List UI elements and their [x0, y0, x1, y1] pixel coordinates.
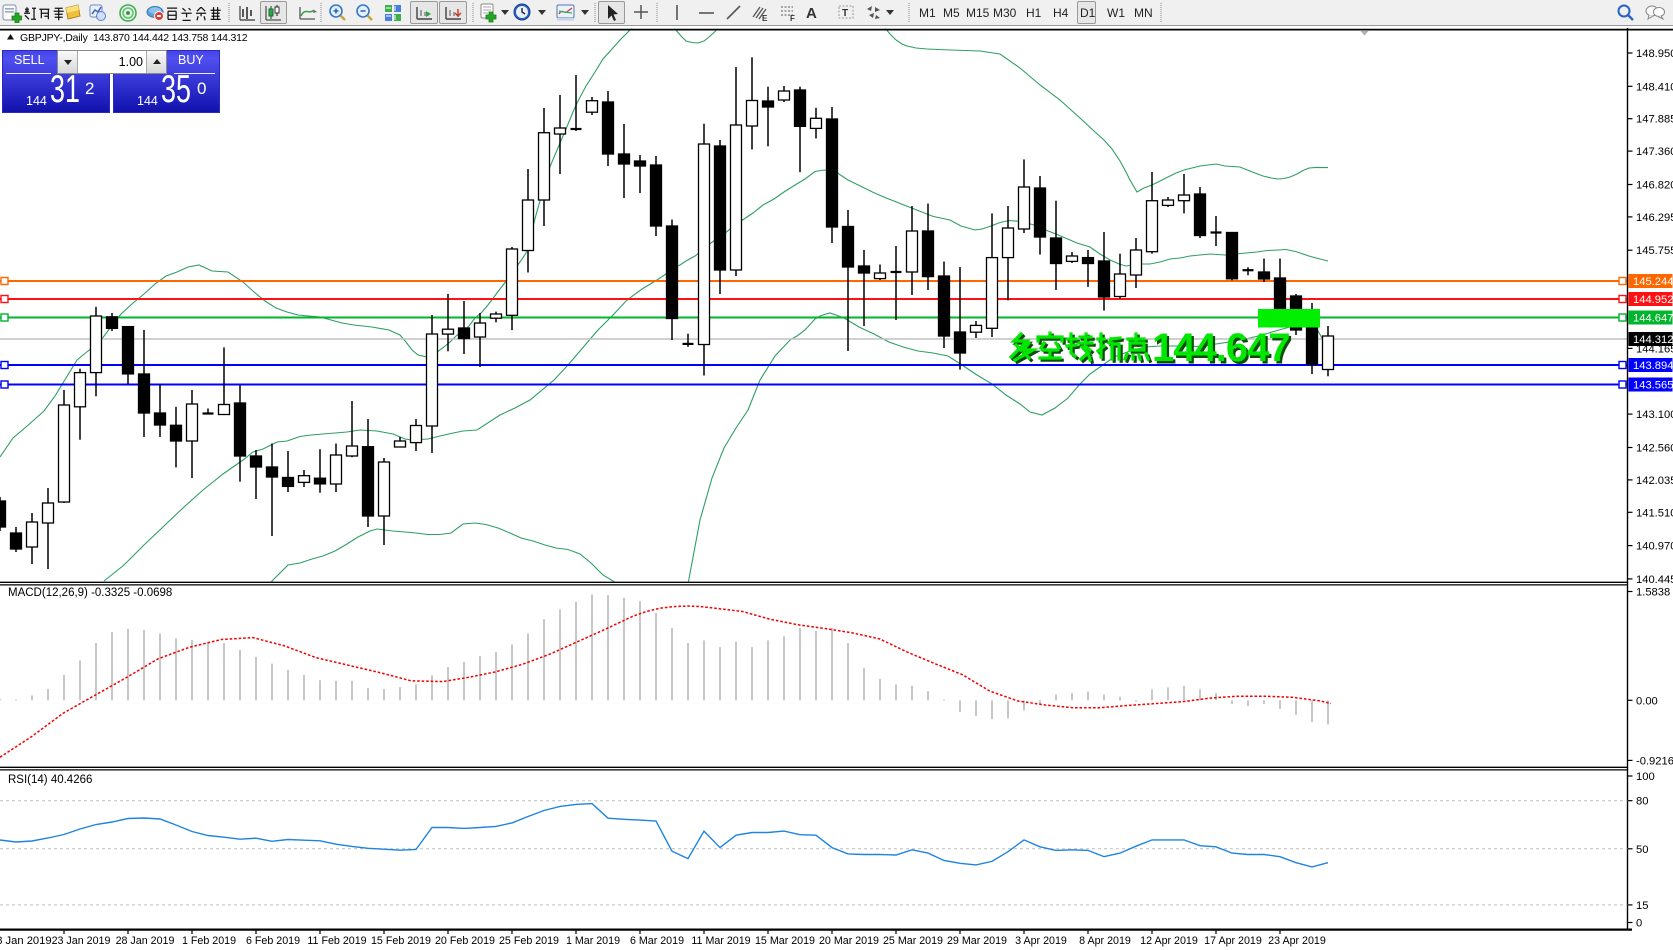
svg-text:25 Feb 2019: 25 Feb 2019 — [499, 935, 559, 947]
svg-text:100: 100 — [1636, 771, 1655, 783]
svg-text:23 Apr 2019: 23 Apr 2019 — [1268, 935, 1326, 947]
svg-text:144.647: 144.647 — [1633, 313, 1673, 325]
svg-text:6 Mar 2019: 6 Mar 2019 — [630, 935, 684, 947]
svg-text:15 Mar 2019: 15 Mar 2019 — [755, 935, 815, 947]
svg-text:MACD(12,26,9) -0.3325 -0.0698: MACD(12,26,9) -0.3325 -0.0698 — [8, 587, 172, 599]
svg-text:146.295: 146.295 — [1636, 212, 1673, 224]
svg-text:147.360: 147.360 — [1636, 146, 1673, 158]
svg-text:29 Mar 2019: 29 Mar 2019 — [947, 935, 1007, 947]
svg-text:147.885: 147.885 — [1636, 114, 1673, 126]
svg-text:0: 0 — [1636, 918, 1642, 930]
svg-text:11 Mar 2019: 11 Mar 2019 — [691, 935, 750, 947]
svg-text:8 Apr 2019: 8 Apr 2019 — [1079, 935, 1131, 947]
svg-text:20 Mar 2019: 20 Mar 2019 — [819, 935, 879, 947]
svg-text:144.165: 144.165 — [1636, 343, 1673, 355]
svg-text:80: 80 — [1636, 796, 1648, 808]
svg-text:148.950: 148.950 — [1636, 48, 1673, 60]
svg-text:142.560: 142.560 — [1636, 443, 1673, 455]
svg-text:143.100: 143.100 — [1636, 409, 1673, 421]
svg-text:1 Feb 2019: 1 Feb 2019 — [182, 935, 236, 947]
svg-text:6 Feb 2019: 6 Feb 2019 — [246, 935, 300, 947]
svg-text:-0.9216: -0.9216 — [1636, 755, 1673, 767]
svg-text:145.755: 145.755 — [1636, 245, 1673, 257]
svg-text:25 Mar 2019: 25 Mar 2019 — [883, 935, 943, 947]
svg-text:T: T — [842, 8, 848, 19]
svg-text:RSI(14) 40.4266: RSI(14) 40.4266 — [8, 774, 92, 786]
svg-text:3 Apr 2019: 3 Apr 2019 — [1015, 935, 1067, 947]
svg-text:143.565: 143.565 — [1633, 380, 1673, 392]
svg-text:F: F — [790, 14, 795, 23]
svg-text:GBPJPY-,Daily 143.870 144.442: GBPJPY-,Daily 143.870 144.442 143.758 14… — [20, 32, 248, 44]
svg-text:12 Apr 2019: 12 Apr 2019 — [1140, 935, 1198, 947]
svg-text:140.445: 140.445 — [1636, 574, 1673, 586]
svg-text:50: 50 — [1636, 844, 1648, 856]
svg-text:145.244: 145.244 — [1633, 276, 1673, 288]
svg-text:1 Mar 2019: 1 Mar 2019 — [566, 935, 620, 947]
svg-text:144.952: 144.952 — [1633, 294, 1673, 306]
svg-text:28 Jan 2019: 28 Jan 2019 — [116, 935, 175, 947]
svg-text:15: 15 — [1636, 900, 1648, 912]
svg-text:140.970: 140.970 — [1636, 541, 1673, 553]
svg-text:0.00: 0.00 — [1636, 695, 1658, 707]
svg-text:1.5838: 1.5838 — [1636, 587, 1670, 599]
svg-text:144.647: 144.647 — [1154, 328, 1292, 372]
svg-text:17 Apr 2019: 17 Apr 2019 — [1204, 935, 1262, 947]
svg-text:15 Feb 2019: 15 Feb 2019 — [371, 935, 431, 947]
svg-text:143.894: 143.894 — [1633, 360, 1673, 372]
svg-text:146.820: 146.820 — [1636, 180, 1673, 192]
svg-text:144.312: 144.312 — [1633, 334, 1673, 346]
svg-text:142.035: 142.035 — [1636, 475, 1673, 487]
svg-text:18 Jan 2019: 18 Jan 2019 — [0, 935, 52, 947]
svg-text:141.510: 141.510 — [1636, 507, 1673, 519]
svg-text:144.647: 144.647 — [1152, 326, 1290, 370]
svg-text:148.410: 148.410 — [1636, 81, 1673, 93]
svg-text:20 Feb 2019: 20 Feb 2019 — [435, 935, 495, 947]
svg-text:11 Feb 2019: 11 Feb 2019 — [307, 935, 366, 947]
svg-text:E: E — [762, 14, 768, 23]
svg-text:23 Jan 2019: 23 Jan 2019 — [52, 935, 111, 947]
